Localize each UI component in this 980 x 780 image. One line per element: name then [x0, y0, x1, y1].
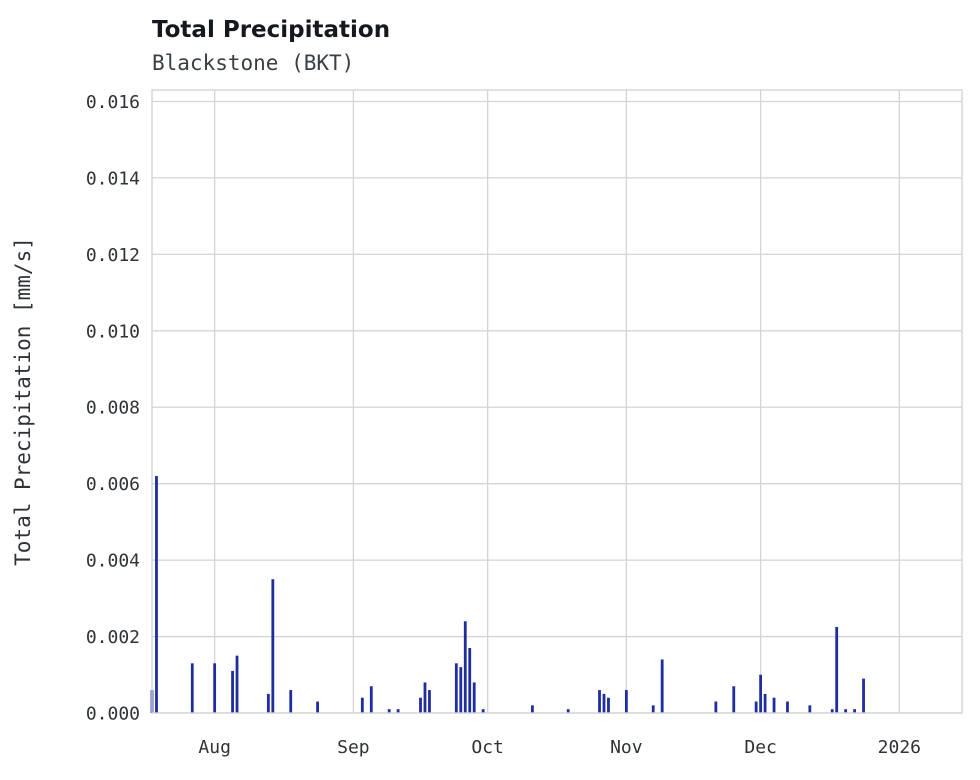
y-tick-label: 0.004: [86, 551, 140, 572]
precip-bar: [844, 709, 848, 713]
precip-bar: [481, 709, 485, 713]
precip-bar: [369, 686, 373, 713]
precip-bar: [463, 621, 467, 713]
precip-bar: [289, 690, 293, 713]
precip-bar: [763, 693, 767, 713]
precip-bar: [316, 701, 319, 713]
precip-bar: [607, 697, 610, 713]
y-tick-label: 0.016: [86, 92, 140, 113]
x-tick-label: Oct: [471, 737, 504, 758]
precip-bar: [660, 659, 664, 713]
precip-bar: [732, 686, 736, 713]
precip-bar: [428, 690, 431, 713]
precip-bar: [468, 648, 472, 713]
precip-bar: [231, 670, 234, 713]
precip-bar: [830, 709, 834, 713]
precip-bar: [213, 663, 217, 713]
precip-bar: [387, 709, 391, 713]
precip-bar: [566, 709, 570, 713]
precip-bar: [530, 705, 534, 713]
precip-bar: [759, 674, 763, 713]
precip-bar: [853, 709, 856, 713]
precip-bar: [271, 579, 275, 713]
chart-title: Total Precipitation: [152, 17, 391, 43]
plot-border: [151, 89, 963, 714]
precip-bar: [598, 690, 601, 713]
precip-bar: [266, 693, 270, 713]
x-tick-label: Dec: [744, 737, 777, 758]
x-tick-label: Nov: [610, 737, 643, 758]
precip-bar: [835, 627, 839, 713]
precip-bar: [786, 701, 789, 713]
precip-bar: [396, 709, 400, 713]
precip-bar: [651, 705, 655, 713]
precip-bar: [235, 655, 239, 713]
precip-bar: [754, 701, 758, 713]
precip-bar: [419, 697, 422, 713]
y-tick-label: 0.006: [86, 474, 140, 495]
precip-bar: [772, 697, 776, 713]
chart-subtitle: Blackstone (BKT): [152, 51, 355, 75]
precip-bar: [190, 663, 194, 713]
y-tick-label: 0.002: [86, 627, 140, 648]
x-tick-label: Aug: [198, 737, 231, 758]
precip-bar: [862, 678, 865, 713]
precip-bar: [423, 682, 427, 713]
y-axis-label: Total Precipitation [mm/s]: [11, 237, 35, 566]
precip-bar: [472, 682, 476, 713]
y-tick-label: 0.014: [86, 168, 140, 189]
precip-bar: [624, 690, 628, 713]
precip-bar: [459, 667, 463, 713]
x-tick-label: Sep: [337, 737, 370, 758]
y-tick-label: 0.008: [86, 398, 140, 419]
x-tick-label: 2026: [878, 737, 921, 758]
precip-bar: [155, 476, 158, 713]
y-tick-label: 0.012: [86, 245, 140, 266]
precip-bar: [602, 693, 606, 713]
y-tick-label: 0.000: [86, 704, 140, 725]
precip-bar: [808, 705, 812, 713]
y-tick-label: 0.010: [86, 321, 140, 342]
precip-bar: [454, 663, 458, 713]
precip-bar: [360, 697, 364, 713]
precip-bar: [714, 701, 718, 713]
